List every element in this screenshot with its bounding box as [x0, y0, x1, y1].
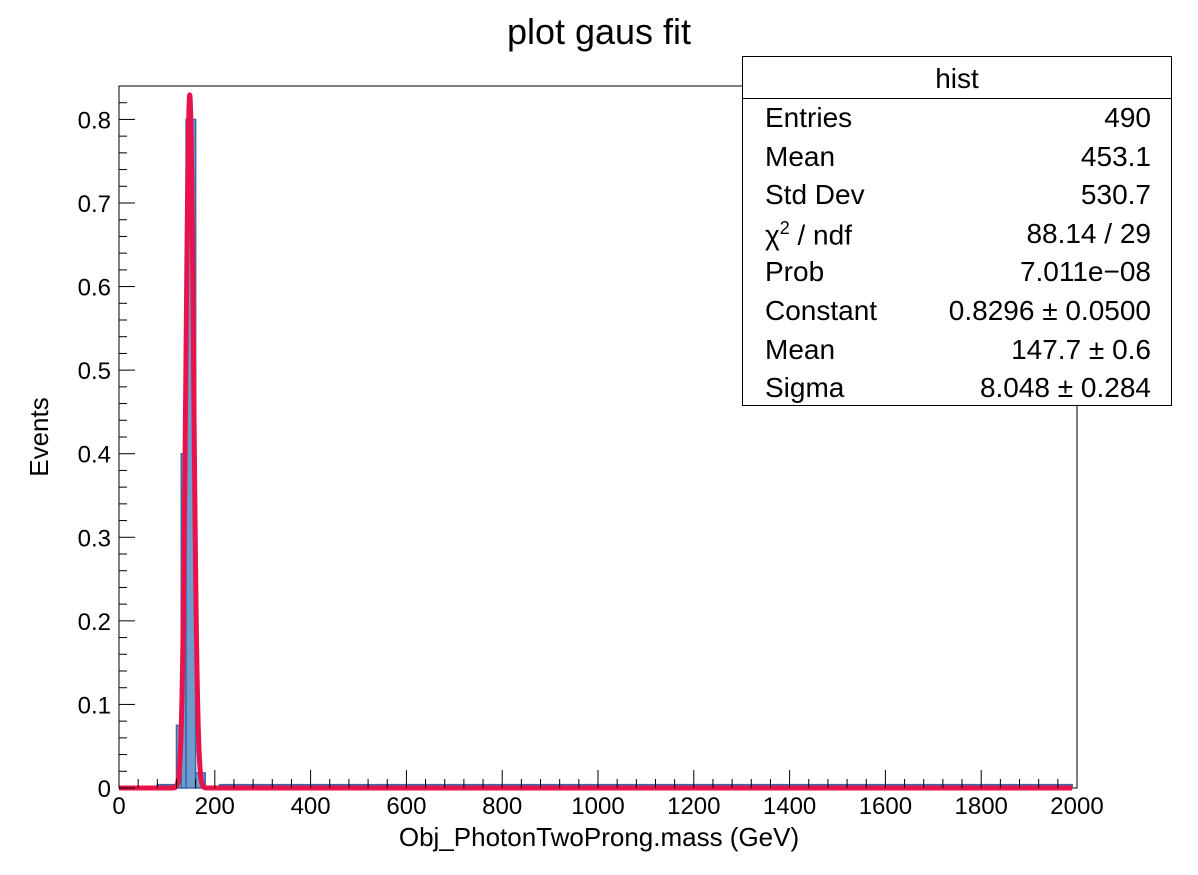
stats-row-fit-mean: Mean 147.7 ± 0.6: [743, 331, 1171, 370]
y-tick-label: 0.8: [78, 107, 111, 134]
stats-label: Mean: [765, 140, 836, 172]
stats-value: 8.048 ± 0.284: [979, 372, 1151, 404]
x-tick-label: 200: [195, 793, 235, 820]
y-tick-label: 0.2: [78, 609, 111, 636]
fit-curve: [116, 92, 1075, 791]
x-tick-label: 1800: [955, 793, 1008, 820]
stats-value: 147.7 ± 0.6: [1011, 333, 1151, 365]
x-tick-label: 1400: [763, 793, 816, 820]
stats-row-prob: Prob 7.011e−08: [743, 253, 1171, 292]
stats-box: hist Entries 490 Mean 453.1 Std Dev 530.…: [742, 56, 1172, 406]
x-tick-label: 400: [291, 793, 331, 820]
y-tick-label: 0.5: [78, 358, 111, 385]
stats-row-chi2-ndf: χ2 / ndf 88.14 / 29: [743, 215, 1171, 254]
stats-label: Mean: [765, 333, 836, 365]
stats-label: Std Dev: [765, 179, 865, 211]
y-tick-label: 0.6: [78, 275, 111, 302]
x-tick-label: 2000: [1050, 793, 1103, 820]
stats-value: 453.1: [1080, 140, 1151, 172]
x-tick-label: 1600: [859, 793, 912, 820]
stats-row-entries: Entries 490: [743, 99, 1171, 138]
stats-label: Entries: [765, 102, 853, 133]
y-tick-label: 0.1: [78, 692, 111, 719]
stats-value: 490: [1104, 102, 1151, 133]
stats-row-sigma: Sigma 8.048 ± 0.284: [743, 369, 1171, 408]
chi-exponent: 2: [779, 217, 790, 238]
ndf-text: / ndf: [789, 219, 852, 251]
stats-label: Sigma: [765, 372, 845, 404]
fit-curve-group: [116, 92, 1075, 791]
stats-value: 88.14 / 29: [1026, 217, 1151, 249]
axes: 0 200 400 600 800 1000 1200 1400 1600 1800 2000 0 0.…: [78, 102, 1104, 820]
y-tick-label: 0.4: [78, 442, 111, 469]
stats-value: 7.011e−08: [1019, 256, 1151, 288]
stats-value: 530.7: [1080, 179, 1151, 211]
stats-row-std-dev: Std Dev 530.7: [743, 176, 1171, 215]
chart-title: plot gaus fit: [507, 11, 691, 52]
stats-row-constant: Constant 0.8296 ± 0.0500: [743, 292, 1171, 331]
x-tick-label: 0: [112, 793, 125, 820]
x-tick-label: 1000: [571, 793, 624, 820]
y-tick-label: 0.7: [78, 191, 111, 218]
stats-title: hist: [743, 57, 1171, 99]
stats-label: Constant: [765, 294, 878, 326]
y-tick-label: 0: [98, 776, 111, 803]
y-tick-label: 0.3: [78, 525, 111, 552]
x-tick-label: 800: [482, 793, 522, 820]
stats-label: Prob: [765, 256, 825, 288]
y-axis-label: Events: [24, 397, 54, 477]
stats-row-mean: Mean 453.1: [743, 138, 1171, 177]
stats-value: 0.8296 ± 0.0500: [948, 294, 1151, 326]
x-tick-label: 600: [386, 793, 426, 820]
x-axis-label: Obj_PhotonTwoProng.mass (GeV): [399, 822, 799, 852]
chi-symbol: χ: [765, 219, 780, 251]
x-tick-label: 1200: [667, 793, 720, 820]
stats-label: χ2 / ndf: [765, 218, 852, 251]
